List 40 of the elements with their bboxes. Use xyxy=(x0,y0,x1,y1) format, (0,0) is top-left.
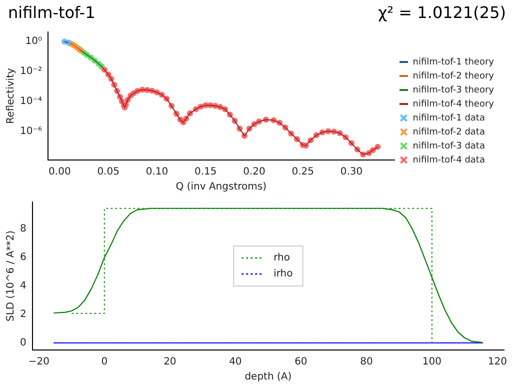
legend-label: nifilm-tof-1 theory xyxy=(412,57,495,68)
y-axis-title: Reflectivity xyxy=(6,68,17,124)
y-tick-label: 8 xyxy=(20,224,26,235)
legend-label: rho xyxy=(274,252,290,264)
x-tick-label: 120 xyxy=(488,356,507,368)
x-tick-label: 0.20 xyxy=(243,166,266,178)
x-tick-label: 0.30 xyxy=(340,166,363,178)
y-tick-label: 10⁻² xyxy=(20,66,42,78)
y-tick-label: 0 xyxy=(20,337,26,348)
x-tick-label: 0.00 xyxy=(48,166,71,178)
y-axis-title: SLD (10^6 / A**2) xyxy=(6,230,17,322)
y-tick-label: 10⁻⁶ xyxy=(20,126,42,137)
y-tick-label: 6 xyxy=(20,252,26,264)
x-tick-label: 40 xyxy=(229,356,242,368)
y-tick-label: 10⁻⁴ xyxy=(20,96,42,107)
y-tick-label: 10⁰ xyxy=(25,36,42,48)
legend-label: nifilm-tof-2 theory xyxy=(412,71,495,82)
legend-label: nifilm-tof-4 theory xyxy=(412,99,495,110)
x-tick-label: 0.15 xyxy=(194,166,217,178)
x-tick-label: 0.10 xyxy=(146,166,168,178)
x-tick-label: 0.05 xyxy=(97,166,120,178)
x-tick-label: 0.25 xyxy=(292,166,314,178)
chart-title: nifilm-tof-1 xyxy=(8,3,96,22)
legend-label: irho xyxy=(274,268,293,280)
legend-label: nifilm-tof-3 theory xyxy=(412,85,495,96)
x-tick-label: 80 xyxy=(360,356,373,368)
x-tick-label: 100 xyxy=(422,356,442,368)
x-axis-title: Q (inv Angstroms) xyxy=(176,182,267,193)
legend-label: nifilm-tof-3 data xyxy=(412,141,485,152)
x-tick-label: 20 xyxy=(164,356,176,368)
x-tick-label: −20 xyxy=(28,356,50,368)
text: χ² = 1.0121(25) xyxy=(378,3,506,22)
legend-label: nifilm-tof-4 data xyxy=(412,155,485,166)
x-tick-label: 60 xyxy=(294,356,308,368)
x-axis-title: depth (A) xyxy=(244,372,292,383)
x-tick-label: 0 xyxy=(101,356,108,368)
y-tick-label: 2 xyxy=(20,309,26,320)
y-tick-label: 4 xyxy=(20,280,26,292)
legend-label: nifilm-tof-2 data xyxy=(412,127,485,138)
legend-label: nifilm-tof-1 data xyxy=(412,113,485,124)
